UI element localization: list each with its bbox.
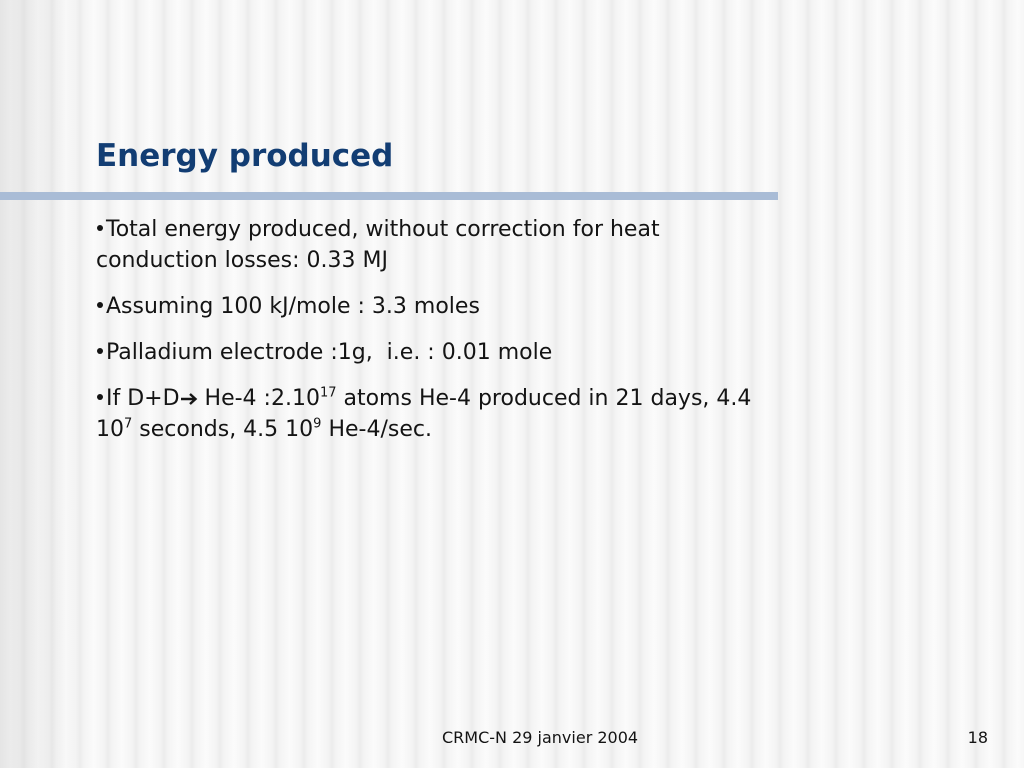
slide-title: Energy produced <box>96 138 394 174</box>
bullet-dot <box>97 347 103 354</box>
bullet: Total energy produced, without correctio… <box>96 214 776 276</box>
exponent: 7 <box>124 416 133 432</box>
title-rule <box>0 192 778 200</box>
bullet-text: seconds, 4.5 10 <box>132 417 314 442</box>
bullet-text: atoms He-4 produced in 21 days, 4.4 10 <box>96 386 759 442</box>
bullet-text: Assuming 100 kJ/mole : 3.3 moles <box>106 294 480 319</box>
bullet: Palladium electrode :1g, i.e. : 0.01 mol… <box>96 337 776 368</box>
bullet-text: Palladium electrode :1g, i.e. : 0.01 mol… <box>106 340 553 365</box>
bullet-dot <box>97 224 103 231</box>
bullet-text: He-4/sec. <box>321 417 432 442</box>
arrow-icon <box>180 393 197 405</box>
bullet: Assuming 100 kJ/mole : 3.3 moles <box>96 291 776 322</box>
page-number: 18 <box>967 728 988 747</box>
exponent: 9 <box>313 416 322 432</box>
bullet-list: Total energy produced, without correctio… <box>96 214 776 460</box>
bullet-text: He-4 :2.10 <box>197 386 320 411</box>
bullet-text: Total energy produced, without correctio… <box>96 217 667 273</box>
bullet-dot <box>97 393 103 400</box>
bullet: If D+D He-4 :2.1017 atoms He-4 produced … <box>96 383 776 445</box>
footer-text: CRMC-N 29 janvier 2004 <box>442 728 639 747</box>
bullet-dot <box>97 301 103 308</box>
bullet-text: If D+D <box>106 386 180 411</box>
exponent: 17 <box>319 385 337 401</box>
